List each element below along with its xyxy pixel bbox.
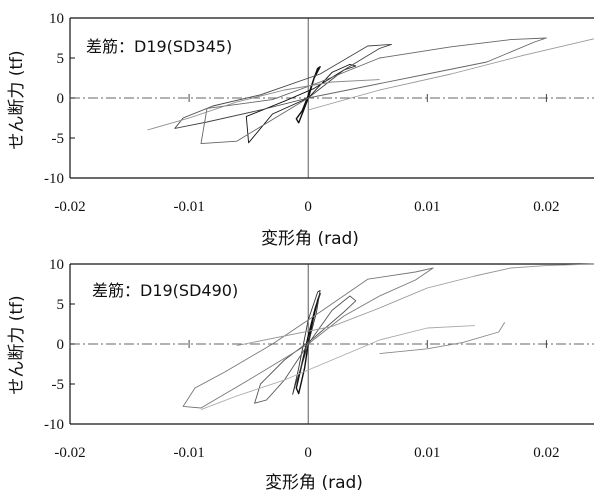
x-tick-label: 0.02: [533, 445, 559, 461]
series-line: [174, 43, 392, 129]
series-line: [245, 63, 357, 144]
y-axis-label-top: せん断力 (tf): [7, 50, 27, 149]
chart-panel-bottom: -10 -5 0 5 10 -0.02 -0.01 0 0.01 0.02 差筋：D19(SD49…: [7, 257, 594, 492]
x-tick-label: 0.02: [533, 199, 559, 215]
x-tick-label: 0.01: [414, 199, 440, 215]
series-line: [182, 267, 434, 409]
series-line: [200, 37, 547, 145]
chart-panel-top: -10 -5 0 5 10 -0.02 -0.01 0 0.01 0.02 差筋：D19(SD34…: [7, 11, 594, 249]
series-line: [308, 38, 594, 111]
y-tick-label: -10: [44, 417, 64, 433]
series-line: [295, 292, 321, 395]
x-axis-label-top: 変形角 (rad): [261, 229, 359, 249]
annotation-rebar-sd345: 差筋：D19(SD345): [86, 37, 232, 56]
marks-top: -10 -5 0 5 10 -0.02 -0.01 0 0.01 0.02: [44, 11, 594, 215]
y-tick-label: 0: [57, 91, 65, 107]
y-tick-label: 5: [57, 51, 65, 67]
y-tick-label: 0: [57, 337, 65, 353]
y-tick-label: -5: [52, 377, 65, 393]
y-tick-label: -5: [52, 131, 65, 147]
x-tick-label: 0.01: [414, 445, 440, 461]
x-tick-label: 0: [304, 445, 312, 461]
marks-bottom: -10 -5 0 5 10 -0.02 -0.01 0 0.01 0.02: [44, 257, 594, 461]
annotation-rebar-sd490: 差筋：D19(SD490): [92, 281, 238, 300]
y-tick-label: -10: [44, 171, 64, 187]
x-tick-label: 0: [304, 199, 312, 215]
y-tick-label: 10: [49, 11, 64, 27]
x-axis-label-bottom: 変形角 (rad): [265, 473, 363, 492]
series-line: [254, 295, 357, 404]
x-tick-label: -0.02: [54, 199, 85, 215]
x-tick-label: -0.01: [173, 199, 204, 215]
series-line: [292, 289, 321, 395]
series-line: [295, 66, 321, 124]
y-tick-label: 5: [57, 297, 65, 313]
series-line: [236, 263, 594, 347]
series-line: [200, 325, 475, 411]
x-tick-label: -0.01: [173, 445, 204, 461]
series-line: [147, 79, 380, 131]
y-axis-label-bottom: せん断力 (tf): [7, 295, 27, 394]
y-tick-label: 10: [49, 257, 64, 273]
series-line: [379, 322, 506, 355]
x-tick-label: -0.02: [54, 445, 85, 461]
